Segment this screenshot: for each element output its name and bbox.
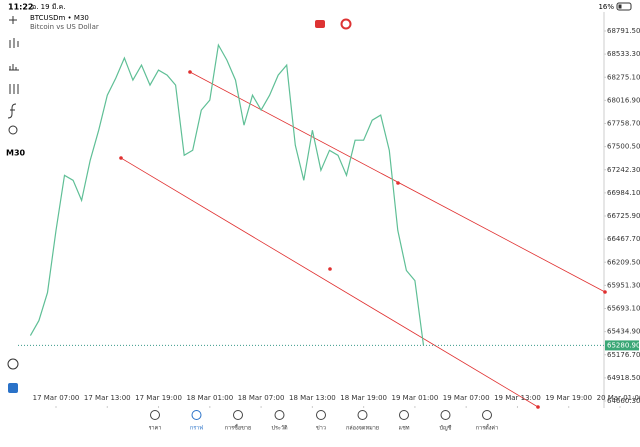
nav-label[interactable]: บัญชี bbox=[440, 425, 452, 432]
nav-icon[interactable] bbox=[357, 410, 368, 420]
x-tick-label: 20 Mar 01:00 bbox=[597, 394, 640, 402]
battery-icon bbox=[616, 2, 632, 11]
y-tick-label: 66467.70 bbox=[607, 235, 640, 243]
timeframe[interactable]: M30 bbox=[6, 149, 26, 158]
y-tick-label: 65434.90 bbox=[607, 328, 640, 336]
y-tick-label: 64660.30 bbox=[607, 397, 640, 405]
chart-type-tool[interactable] bbox=[9, 38, 19, 48]
nav-label[interactable]: ประวัติ bbox=[271, 425, 287, 432]
nav-label[interactable]: ราคา bbox=[149, 426, 162, 432]
x-tick-label: 17 Mar 19:00 bbox=[135, 394, 182, 402]
y-tick-label: 67500.50 bbox=[607, 143, 640, 151]
y-tick-label: 66725.90 bbox=[607, 212, 640, 220]
y-tick-label: 68533.30 bbox=[607, 50, 640, 58]
y-tick-label: 66984.10 bbox=[607, 189, 640, 197]
y-tick-label: 66209.50 bbox=[607, 258, 640, 266]
x-tick-label: 17 Mar 13:00 bbox=[84, 394, 131, 402]
y-tick-label: 67242.30 bbox=[607, 166, 640, 174]
description: Bitcoin vs US Dollar bbox=[30, 23, 99, 31]
battery-text: 16% bbox=[598, 3, 614, 11]
shapes-tool[interactable] bbox=[8, 125, 18, 135]
last-price-label: 65280.90 bbox=[607, 341, 640, 349]
app-icon[interactable] bbox=[8, 383, 18, 393]
nav-icon[interactable] bbox=[191, 410, 202, 420]
x-tick-label: 17 Mar 07:00 bbox=[33, 394, 80, 402]
x-tick-label: 18 Mar 01:00 bbox=[186, 394, 233, 402]
y-tick-label: 68791.50 bbox=[607, 27, 640, 35]
trend-points bbox=[119, 70, 607, 409]
function-tool[interactable] bbox=[7, 103, 17, 119]
x-tick-label: 19 Mar 07:00 bbox=[443, 394, 490, 402]
nav-icon[interactable] bbox=[399, 410, 409, 420]
x-tick-label: 19 Mar 13:00 bbox=[494, 394, 541, 402]
trend-line bbox=[120, 157, 539, 408]
objects-tool[interactable] bbox=[9, 84, 19, 94]
status-date: อ. 19 มี.ค. bbox=[32, 3, 66, 11]
nav-icon[interactable] bbox=[274, 410, 285, 420]
y-tick-label: 65951.30 bbox=[607, 281, 640, 289]
y-tick-label: 65176.70 bbox=[607, 351, 640, 359]
last-price-box bbox=[605, 340, 639, 351]
x-tick-label: 19 Mar 01:00 bbox=[392, 394, 439, 402]
left-toolbar bbox=[7, 16, 19, 393]
nav-label[interactable]: แชท bbox=[399, 425, 410, 432]
nav-icon[interactable] bbox=[440, 410, 451, 420]
crosshair-tool[interactable] bbox=[9, 16, 17, 24]
buy-button[interactable] bbox=[340, 18, 352, 30]
nav-label[interactable]: กล่องจดหมาย bbox=[346, 426, 379, 432]
battery-level bbox=[618, 4, 622, 9]
nav-label[interactable]: กราฟ bbox=[190, 425, 203, 432]
y-tick-label: 67758.70 bbox=[607, 120, 640, 128]
x-tick-label: 18 Mar 19:00 bbox=[340, 394, 387, 402]
y-tick-label: 68016.90 bbox=[607, 96, 640, 104]
price-line bbox=[29, 43, 425, 346]
nav-icon[interactable] bbox=[316, 410, 326, 420]
nav-label[interactable]: การซื้อขาย bbox=[225, 424, 251, 432]
nav-icon[interactable] bbox=[150, 410, 160, 420]
status-time: 11:22 bbox=[8, 3, 33, 12]
symbol: BTCUSDm • M30 bbox=[30, 14, 89, 22]
nav-icon[interactable] bbox=[482, 410, 492, 420]
y-tick-label: 65693.10 bbox=[607, 305, 640, 313]
x-tick-label: 18 Mar 13:00 bbox=[289, 394, 336, 402]
sell-button[interactable] bbox=[315, 20, 325, 28]
y-tick-label: 64918.50 bbox=[607, 374, 640, 382]
nav-label[interactable]: การตั้งค่า bbox=[476, 424, 498, 432]
x-tick-label: 19 Mar 19:00 bbox=[545, 394, 592, 402]
indicator-tool[interactable] bbox=[9, 64, 19, 71]
nav-label[interactable]: ข่าว bbox=[316, 426, 326, 432]
y-tick-label: 68275.10 bbox=[607, 73, 640, 81]
chart-settings[interactable] bbox=[7, 358, 19, 370]
nav-icons bbox=[150, 410, 492, 420]
x-tick-label: 18 Mar 07:00 bbox=[238, 394, 285, 402]
nav-icon[interactable] bbox=[233, 410, 243, 420]
